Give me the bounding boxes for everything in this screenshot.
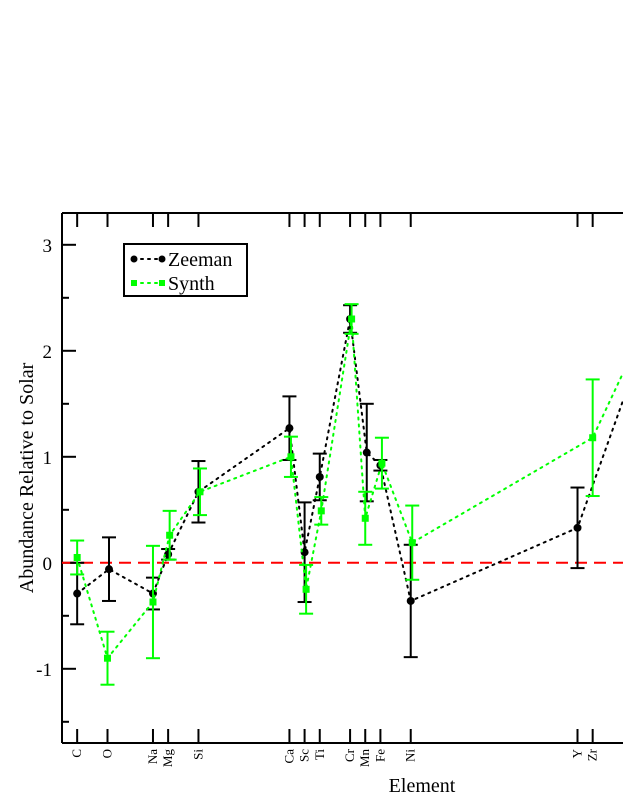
x-element-label: C [69,749,84,758]
data-point [285,424,294,433]
y-tick-label: 0 [43,554,53,575]
data-point [196,488,204,496]
zeeman-connector-line [76,318,623,603]
series-layer [70,303,623,686]
data-point [302,585,310,593]
x-element-label: Na [145,749,160,764]
legend-label: Zeeman [168,249,232,271]
data-point [378,459,386,467]
x-element-label: Ti [312,749,327,760]
data-point [408,539,416,547]
legend-marker [130,255,138,263]
y-tick-label: -1 [36,660,52,681]
synth-connector-line [76,318,623,661]
x-element-label: Y [570,748,585,758]
legend-marker [159,280,165,286]
data-point [362,448,371,457]
data-point [573,523,582,532]
plot-frame [61,212,623,744]
data-point [73,589,82,598]
data-point [105,565,114,574]
data-point [589,434,597,442]
data-point [361,514,369,522]
x-element-label: O [99,749,114,758]
x-element-label: Zr [585,748,600,761]
legend-marker [158,255,166,263]
y-tick-label: 3 [43,236,53,257]
y-tick-label: 1 [43,448,53,469]
x-element-label: Sc [297,749,312,762]
x-element-label: Fe [372,749,387,762]
legend-box [123,243,248,297]
x-element-label: Ca [281,749,296,764]
x-element-label: Si [190,749,205,760]
x-element-label: Mg [160,749,175,768]
data-point [287,453,295,461]
zeeman-series [70,304,623,659]
data-point [406,596,415,605]
data-point [149,598,157,606]
synth-series [70,303,623,686]
y-tick-label: 2 [43,342,53,363]
data-point [315,472,324,481]
x-axis-ticks: C O Na Mg Si Ca Sc Ti Cr Mn Fe Ni Y Zr [69,213,600,767]
x-element-label: Cr [342,748,357,762]
data-point [317,507,325,515]
y-axis-title: Abundance Relative to Solar [16,362,38,593]
data-point [166,531,174,539]
x-element-label: Ni [403,749,418,762]
y-axis-ticks: -1 0 1 2 3 [36,236,76,723]
data-point [73,554,81,561]
data-point [348,315,356,323]
x-axis-title: Element [389,775,456,797]
x-element-label: Mn [357,749,372,768]
data-point [103,654,111,662]
legend-label: Synth [168,273,215,295]
legend-marker [131,280,137,286]
